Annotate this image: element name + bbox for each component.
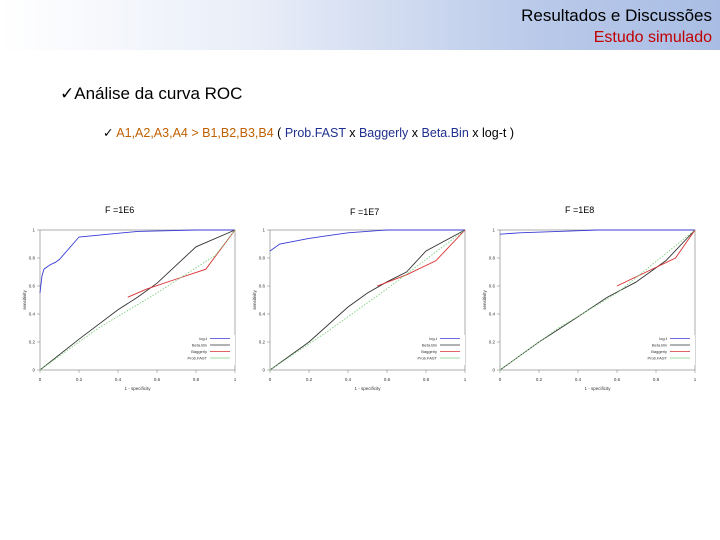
legend-label: Baggerly: [191, 349, 207, 354]
sep-x: x: [349, 126, 356, 140]
series-line: [39, 229, 236, 371]
y-tick-label: 0.4: [489, 312, 496, 317]
legend-label: Prob.FAST: [187, 356, 207, 361]
sep-x: x: [411, 126, 419, 140]
y-tick-label: 0.2: [489, 340, 496, 345]
y-tick-label: 0.6: [489, 284, 496, 289]
groups-text: A1,A2,A3,A4 > B1,B2,B3,B4: [116, 126, 274, 140]
legend-label: Beta.Bin: [422, 343, 437, 348]
x-tick-label: 0.6: [614, 377, 621, 382]
x-tick-label: 0.4: [115, 377, 122, 382]
legend-label: log-t: [659, 336, 668, 341]
panel-label-2: F =1E7: [350, 207, 380, 217]
legend-label: log-t: [199, 336, 208, 341]
legend-label: Beta.Bin: [652, 343, 667, 348]
x-tick-label: 0.6: [384, 377, 391, 382]
x-axis-label: 1 - specificity: [584, 386, 611, 391]
header-band: [0, 0, 720, 50]
check-icon: ✓: [60, 84, 75, 103]
x-tick-label: 0: [499, 377, 502, 382]
x-tick-label: 0.2: [306, 377, 313, 382]
panel-label-3: F =1E8: [565, 205, 595, 215]
method-logt: log-t: [482, 126, 507, 140]
series-line: [499, 229, 695, 235]
y-tick-label: 0: [32, 368, 35, 373]
x-tick-label: 0.8: [423, 377, 430, 382]
x-tick-label: 0: [269, 377, 272, 382]
legend-box: [180, 335, 235, 365]
x-tick-label: 0.8: [193, 377, 200, 382]
series-line: [39, 229, 235, 294]
paren-close: ): [509, 126, 514, 140]
series-line: [499, 229, 696, 371]
roc-chart-2: 0 0.2 0.4 0.6 0.8 1 0 0.2 0.4 0.6 0.8 1 1 - specific…: [252, 228, 467, 392]
x-tick-label: 0: [39, 377, 42, 382]
slide-title: Resultados e Discussões: [521, 6, 712, 25]
method-baggerly: Baggerly: [358, 126, 409, 140]
panel-label-1: F =1E6: [105, 205, 135, 215]
y-tick-label: 1: [492, 228, 495, 233]
y-tick-label: 0.6: [259, 284, 266, 289]
y-tick-label: 1: [262, 228, 265, 233]
y-tick-label: 1: [32, 228, 35, 233]
legend-label: Prob.FAST: [647, 356, 667, 361]
roc-chart-3: 0 0.2 0.4 0.6 0.8 1 0 0.2 0.4 0.6 0.8 1 1 - specific…: [482, 228, 697, 392]
legend-label: Prob.FAST: [417, 356, 437, 361]
legend-label: log-t: [429, 336, 438, 341]
x-tick-label: 0.8: [653, 377, 660, 382]
legend-label: Baggerly: [651, 349, 667, 354]
bullet-main: ✓Análise da curva ROC: [60, 84, 242, 104]
y-tick-label: 0.2: [259, 340, 266, 345]
y-tick-label: 0.2: [29, 340, 36, 345]
series-line: [39, 229, 236, 371]
series-line: [269, 229, 466, 371]
sep-x: x: [472, 126, 479, 140]
paren-open: (: [277, 126, 282, 140]
bullet-sub: ✓ A1,A2,A3,A4 > B1,B2,B3,B4 ( Prob.FAST …: [103, 125, 514, 140]
x-tick-label: 0.2: [76, 377, 83, 382]
legend-label: Baggerly: [421, 349, 437, 354]
method-probfast: Prob.FAST: [284, 126, 346, 140]
series-line: [269, 229, 465, 252]
bullet-main-text: Análise da curva ROC: [74, 84, 243, 103]
x-tick-label: 0.4: [575, 377, 582, 382]
y-tick-label: 0.4: [29, 312, 36, 317]
roc-chart-1: 0 0.2 0.4 0.6 0.8 1 0 0.2 0.4 0.6 0.8 1 1 - specific…: [22, 228, 237, 392]
x-axis-label: 1 - specificity: [124, 386, 151, 391]
y-tick-label: 0: [262, 368, 265, 373]
x-tick-label: 1: [464, 377, 467, 382]
y-axis-label: sensitivity: [22, 290, 27, 310]
y-tick-label: 0.8: [489, 256, 496, 261]
series-line: [269, 229, 466, 371]
y-tick-label: 0.6: [29, 284, 36, 289]
y-tick-label: 0.8: [29, 256, 36, 261]
x-axis-label: 1 - specificity: [354, 386, 381, 391]
series-line: [377, 229, 466, 287]
series-line: [616, 229, 696, 287]
slide-subtitle: Estudo simulado: [593, 29, 712, 46]
y-axis-label: sensitivity: [252, 290, 257, 310]
x-tick-label: 1: [234, 377, 237, 382]
series-line: [127, 229, 236, 298]
x-tick-label: 1: [694, 377, 697, 382]
y-axis-label: sensitivity: [482, 290, 487, 310]
x-tick-label: 0.6: [154, 377, 161, 382]
legend-label: Beta.Bin: [192, 343, 207, 348]
legend-box: [640, 335, 695, 365]
y-tick-label: 0.8: [259, 256, 266, 261]
method-betabin: Beta.Bin: [421, 126, 469, 140]
y-tick-label: 0: [492, 368, 495, 373]
legend-box: [410, 335, 465, 365]
x-tick-label: 0.2: [536, 377, 543, 382]
check-icon: ✓: [103, 126, 114, 140]
x-tick-label: 0.4: [345, 377, 352, 382]
y-tick-label: 0.4: [259, 312, 266, 317]
